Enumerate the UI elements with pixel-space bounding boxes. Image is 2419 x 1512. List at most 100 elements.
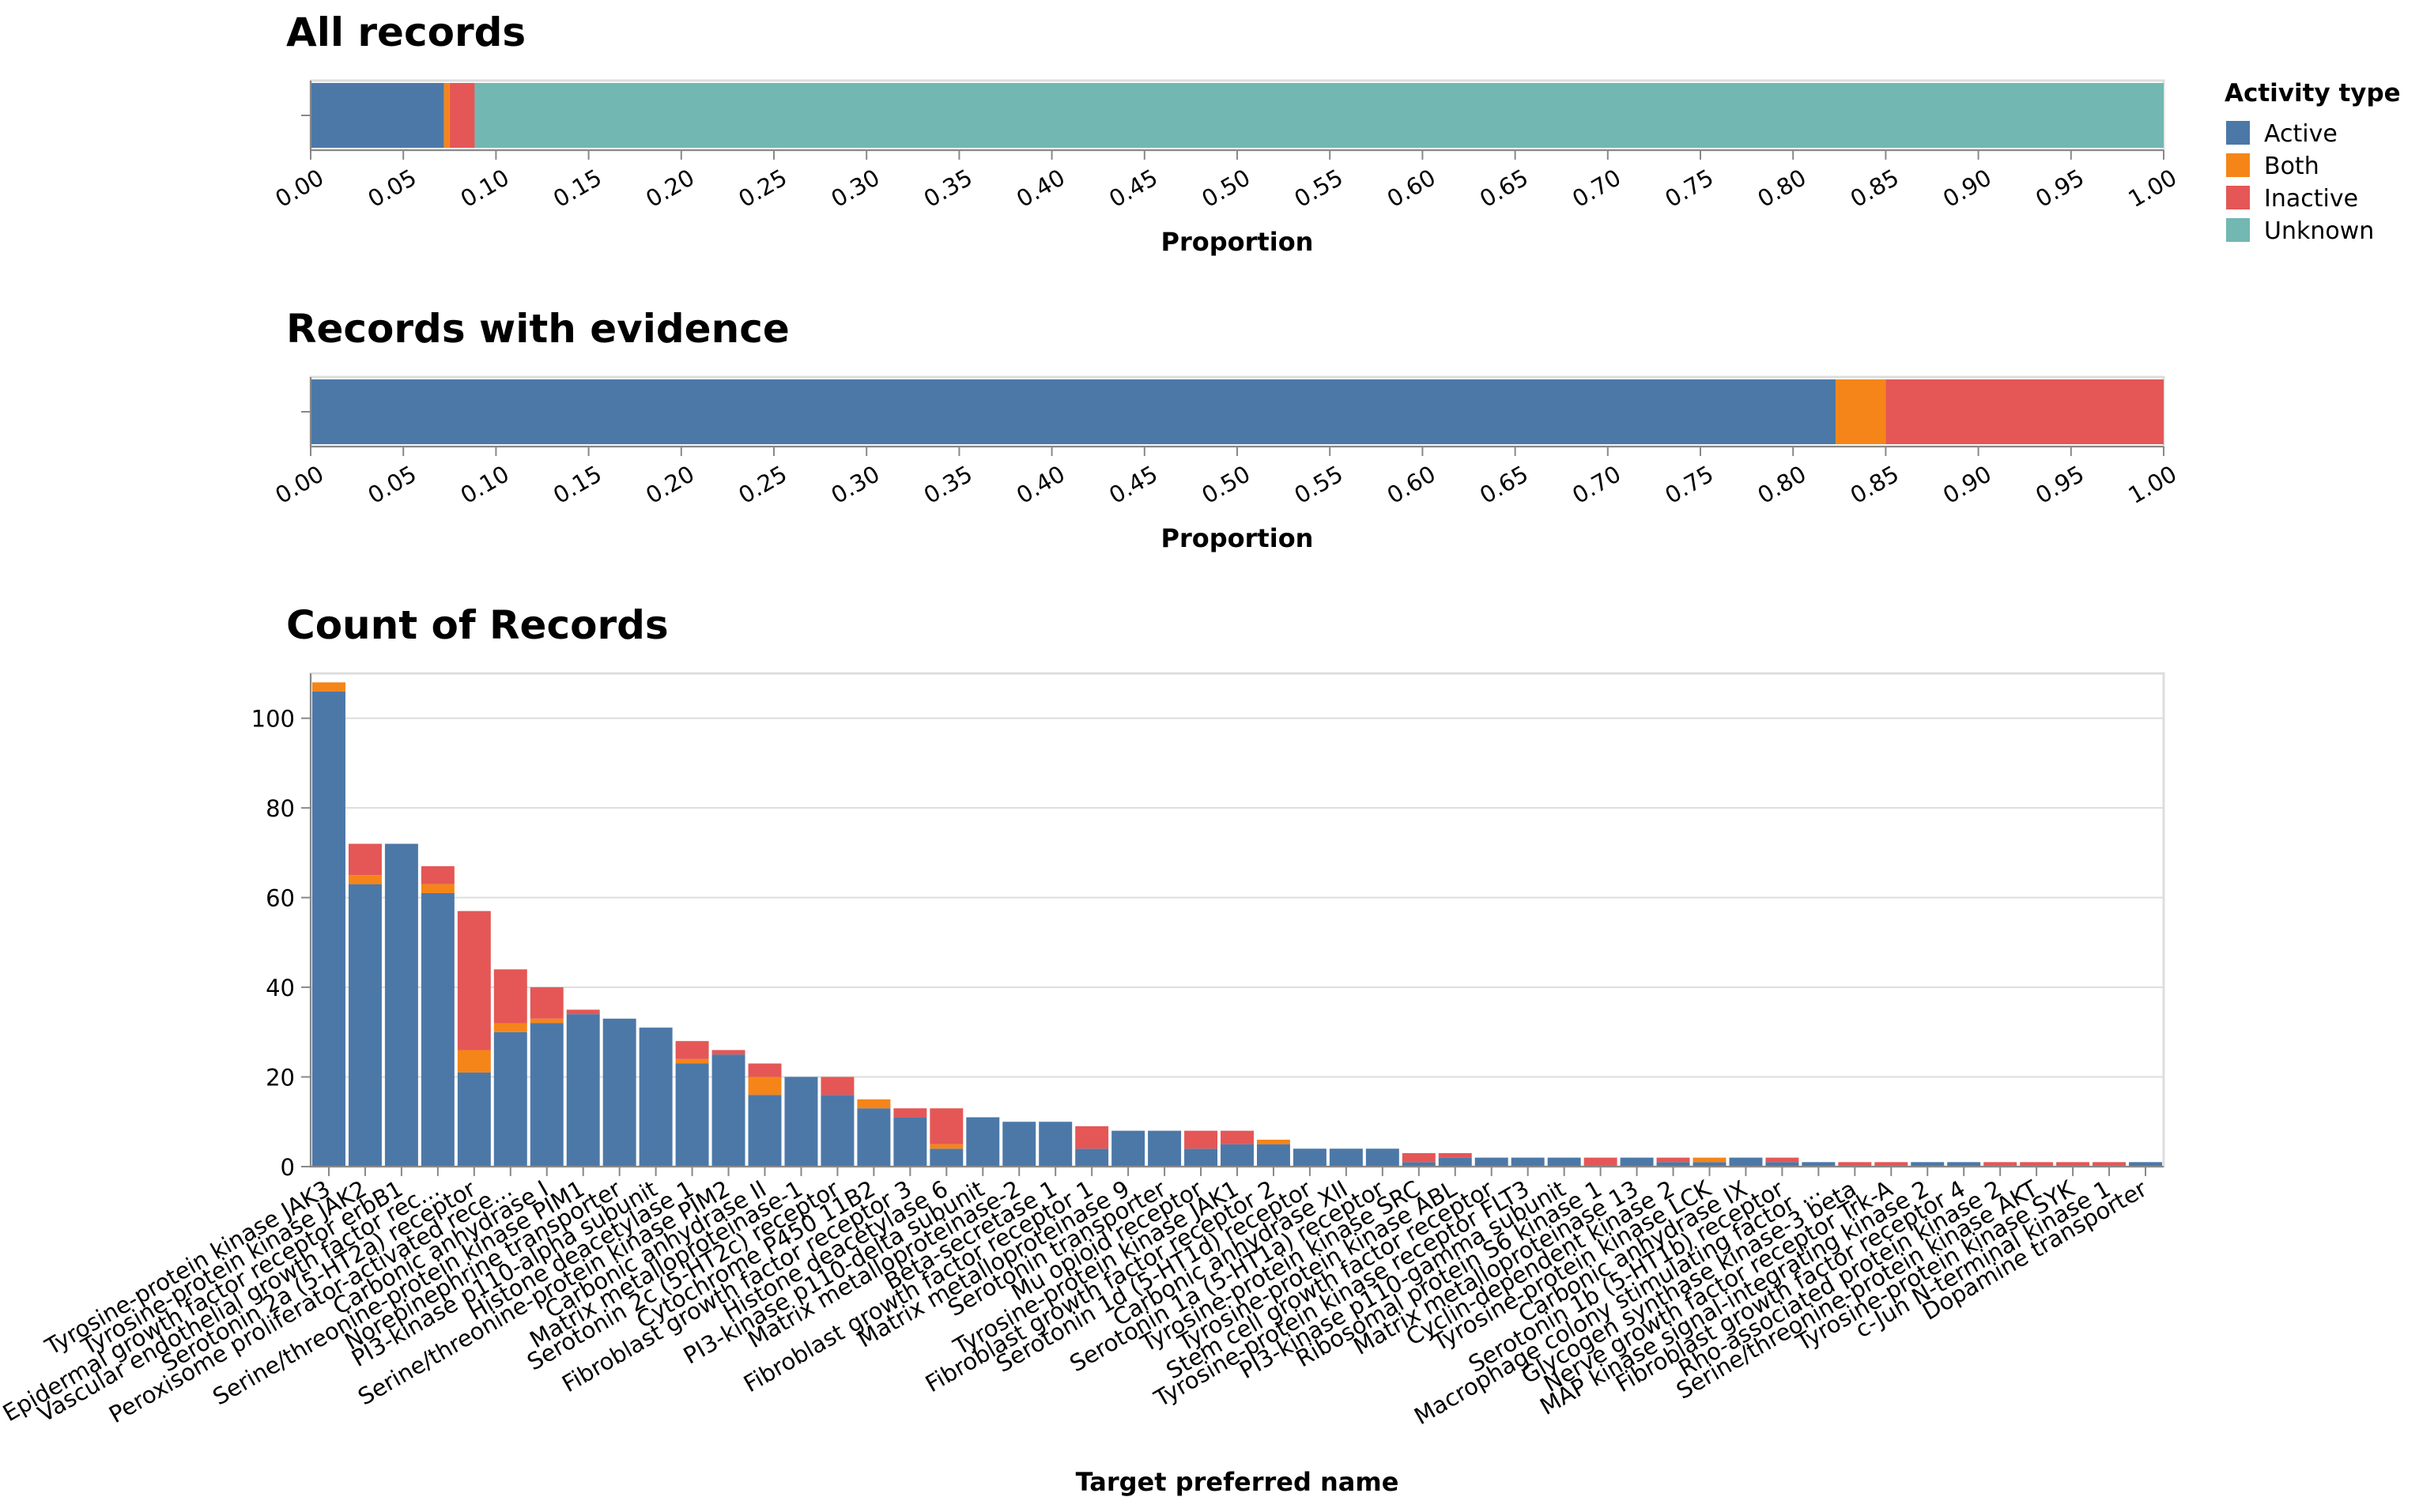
- bar-segment-inactive: [1983, 1162, 2017, 1167]
- bar-segment-inactive: [1583, 1157, 1617, 1167]
- bar-segment-active: [1402, 1162, 1436, 1167]
- bar-segment-inactive: [421, 865, 455, 884]
- x-tick-label: 0.25: [734, 460, 791, 509]
- x-tick-label: 0.85: [1846, 460, 1904, 509]
- x-tick-label: 0.10: [456, 460, 514, 509]
- bar-segment-active: [1256, 1144, 1290, 1167]
- bar-segment-active: [2129, 1162, 2162, 1167]
- bar-segment-active: [1656, 1162, 1690, 1167]
- x-tick-label: 0.35: [919, 460, 977, 509]
- chart-title: Records with evidence: [286, 306, 790, 352]
- x-tick-label: 0.55: [1290, 460, 1348, 509]
- bar-segment-inactive: [1184, 1130, 1218, 1149]
- legend: Activity type Active Both Inactive Unknown: [2225, 79, 2401, 245]
- bar-segment-active: [711, 1054, 745, 1167]
- bar-segment-active: [857, 1108, 891, 1167]
- y-tick-label: 60: [266, 885, 295, 912]
- bar-segment-both: [748, 1076, 782, 1095]
- x-tick-label: 0.45: [1104, 460, 1162, 509]
- bar-segment-active: [1911, 1162, 1945, 1167]
- x-tick-label: 0.75: [1660, 164, 1718, 213]
- legend-swatch-unknown: [2226, 218, 2250, 242]
- x-tick-label: 0.95: [2031, 460, 2089, 509]
- bar-segment-active: [493, 1031, 527, 1167]
- bar-segment-active: [530, 1023, 564, 1167]
- bar-segment-active: [1148, 1130, 1182, 1167]
- bar-segment-inactive: [457, 911, 491, 1050]
- x-tick-label: 0.05: [364, 460, 421, 509]
- x-tick-label: 0.70: [1568, 460, 1625, 509]
- y-tick-label: 20: [266, 1065, 295, 1092]
- x-tick-label: 0.00: [270, 164, 328, 213]
- x-tick-label: 0.30: [827, 460, 885, 509]
- bar-segment-both: [530, 1018, 564, 1024]
- x-tick-label: 0.50: [1197, 460, 1255, 509]
- x-tick-label: 0.50: [1197, 164, 1255, 213]
- x-tick-label: 0.70: [1568, 164, 1625, 213]
- bar-segment-inactive: [748, 1063, 782, 1077]
- bar-segment-inactive: [493, 969, 527, 1024]
- bar-segment-active: [384, 843, 418, 1167]
- bar-segment-active: [1511, 1157, 1545, 1167]
- bar-segment-both: [1256, 1139, 1290, 1144]
- x-tick-label: 0.90: [1938, 164, 1996, 213]
- bar-segment-inactive: [1885, 379, 2164, 444]
- bar-segment-active: [784, 1076, 818, 1167]
- bar-segment-active: [602, 1018, 636, 1167]
- bar-segment-inactive: [1075, 1126, 1109, 1149]
- bar-segment-active: [1002, 1122, 1036, 1167]
- chart-title: All records: [286, 9, 526, 55]
- x-tick-label: 0.40: [1012, 164, 1070, 213]
- bar-segment-active: [893, 1117, 927, 1167]
- bar-segment-active: [1184, 1148, 1218, 1167]
- bar-segment-inactive: [1221, 1130, 1254, 1144]
- x-tick-label: 0.20: [641, 164, 699, 213]
- legend-swatch-active: [2226, 121, 2250, 145]
- bar-segment-both: [421, 884, 455, 893]
- y-tick-label: 40: [266, 975, 295, 1001]
- bar-segment-both: [493, 1023, 527, 1032]
- bar-segment-both: [443, 83, 450, 148]
- x-tick-label: 0.45: [1104, 164, 1162, 213]
- bar-segment-active: [1438, 1157, 1472, 1167]
- bar-segment-active: [930, 1148, 964, 1167]
- bar-segment-inactive: [530, 987, 564, 1019]
- bar-segment-active: [748, 1095, 782, 1167]
- bar-segment-unknown: [474, 83, 2164, 148]
- bar-segment-active: [1039, 1122, 1073, 1167]
- bar-segment-both: [930, 1144, 964, 1149]
- x-tick-label: 1.00: [2123, 164, 2181, 213]
- bar-segment-both: [348, 875, 382, 884]
- x-axis-title: Target preferred name: [1076, 1467, 1399, 1497]
- bar-segment-active: [966, 1117, 1000, 1167]
- bar-segment-inactive: [675, 1041, 709, 1059]
- x-tick-label: 0.05: [364, 164, 421, 213]
- bar-segment-inactive: [821, 1076, 855, 1095]
- x-tick-label: 0.90: [1938, 460, 1996, 509]
- chart-title: Count of Records: [286, 602, 669, 648]
- bar-segment-active: [639, 1027, 673, 1167]
- x-tick-label: 0.10: [456, 164, 514, 213]
- bar-segment-inactive: [893, 1108, 927, 1118]
- x-tick-label: 0.15: [549, 164, 606, 213]
- bar-segment-inactive: [449, 83, 475, 148]
- bar-segment-both: [457, 1050, 491, 1073]
- x-axis-title: Proportion: [1161, 227, 1314, 257]
- bar-segment-active: [312, 691, 345, 1167]
- bar-segment-inactive: [1656, 1157, 1690, 1163]
- bar-segment-active: [1729, 1157, 1763, 1167]
- x-tick-label: 0.75: [1660, 460, 1718, 509]
- x-tick-label: 0.40: [1012, 460, 1070, 509]
- bar-segment-inactive: [348, 843, 382, 876]
- legend-swatch-both: [2226, 153, 2250, 177]
- x-axis-title: Proportion: [1161, 523, 1314, 553]
- legend-label: Unknown: [2264, 217, 2374, 245]
- x-tick-label: 0.25: [734, 164, 791, 213]
- bar-segment-active: [1111, 1130, 1145, 1167]
- bar-segment-active: [1620, 1157, 1654, 1167]
- bar-segment-both: [1836, 379, 1886, 444]
- bar-segment-active: [311, 379, 1836, 444]
- bar-segment-active: [1329, 1148, 1363, 1167]
